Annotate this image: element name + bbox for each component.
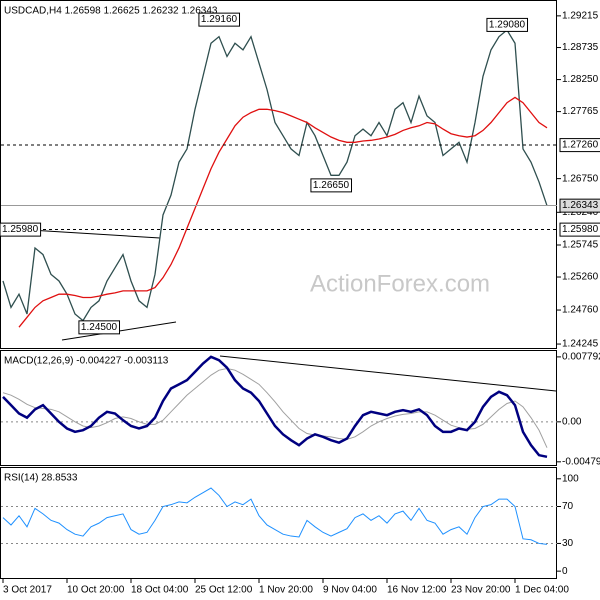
y-tick-label: 1.28735	[562, 42, 599, 53]
y-tick-label: 1.29215	[562, 10, 599, 21]
y-tick-label: 1.24760	[562, 305, 599, 316]
macd-panel	[0, 350, 557, 466]
y-tick-label: 1.27765	[562, 106, 599, 117]
y-tick-label: 100	[562, 473, 579, 484]
label-box	[559, 138, 600, 153]
series-line	[2, 29, 548, 322]
label-box	[198, 12, 241, 27]
y-tick-label: 0.007792	[562, 352, 600, 363]
price-annotation: 1.29080	[489, 19, 526, 30]
x-tick-label: 18 Oct 04:00	[131, 585, 189, 596]
y-tick-label: 0.00	[562, 416, 582, 427]
series-line	[2, 355, 548, 459]
watermark: ActionForex.com	[310, 270, 490, 297]
x-tick-label: 3 Oct 2017	[3, 585, 52, 596]
price-annotation: 1.29160	[201, 14, 238, 25]
series-line	[18, 96, 548, 328]
label-box	[310, 178, 353, 193]
series-line	[2, 487, 548, 545]
y-tick-label: 70	[562, 501, 574, 512]
x-tick-label: 16 Nov 12:00	[387, 585, 447, 596]
label-box	[559, 222, 600, 237]
label-box	[0, 222, 42, 237]
panel-title: MACD(12,26,9) -0.004227 -0.003113	[4, 356, 169, 367]
x-tick-label: 1 Dec 04:00	[515, 585, 569, 596]
panel-title: USDCAD,H4 1.26598 1.26625 1.26232 1.2634…	[4, 6, 218, 17]
price-annotation: 1.24500	[81, 322, 118, 333]
label-box	[78, 320, 121, 335]
price-annotation: 1.26650	[313, 180, 350, 191]
y-tick-label: 0	[562, 566, 568, 577]
y-tick-label: -0.004799	[562, 456, 600, 467]
trend-line	[219, 355, 557, 392]
price-annotation: 1.25980	[2, 224, 39, 235]
level-label: 1.27260	[562, 140, 599, 151]
y-tick-label: 1.26750	[562, 173, 599, 184]
x-tick-label: 10 Oct 20:00	[67, 585, 125, 596]
level-label: 1.25980	[562, 224, 599, 235]
x-tick-label: 25 Oct 12:00	[195, 585, 253, 596]
y-tick-label: 1.25745	[562, 240, 599, 251]
y-tick-label: 1.28250	[562, 74, 599, 85]
label-box	[559, 198, 600, 213]
y-tick-label: 1.24245	[562, 339, 599, 350]
series-line	[2, 367, 548, 448]
x-tick-label: 9 Nov 04:00	[323, 585, 377, 596]
trend-line	[29, 229, 161, 239]
label-box	[486, 17, 529, 32]
y-tick-label: 30	[562, 538, 574, 549]
rsi-panel	[0, 467, 557, 579]
x-tick-label: 23 Nov 20:00	[451, 585, 511, 596]
y-tick-label: 1.25260	[562, 272, 599, 283]
price-label: 1.26343	[562, 200, 599, 211]
x-tick-label: 1 Nov 20:00	[259, 585, 313, 596]
panel-title: RSI(14) 28.8533	[4, 473, 78, 484]
price-panel	[0, 0, 557, 349]
